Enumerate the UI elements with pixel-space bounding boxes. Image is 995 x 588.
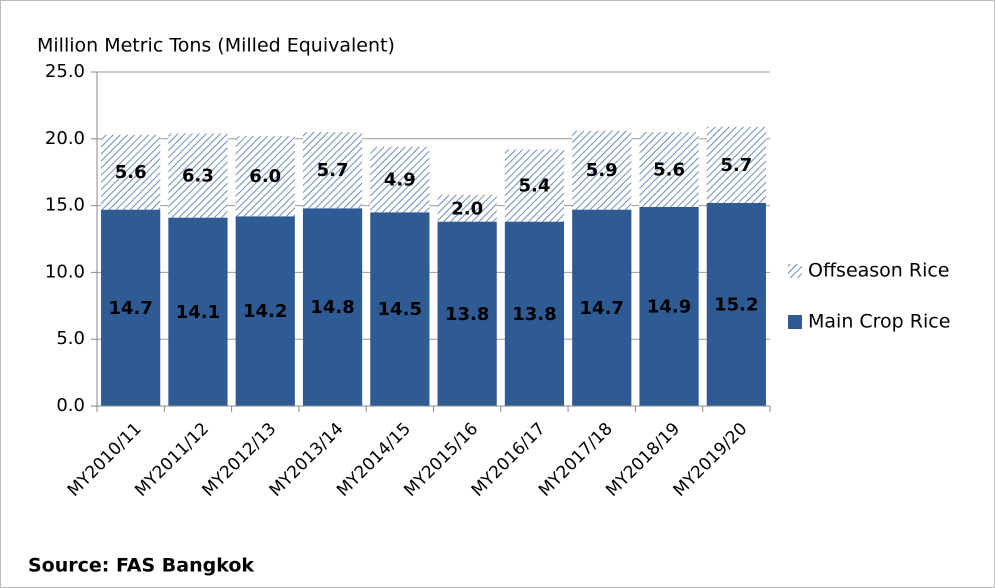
bar-segment bbox=[437, 221, 497, 406]
bar-segment bbox=[101, 209, 161, 406]
bar-segment bbox=[370, 212, 430, 406]
y-tick-label: 5.0 bbox=[56, 328, 85, 349]
bar-segment bbox=[572, 209, 632, 406]
data-label: 5.7 bbox=[317, 160, 349, 181]
legend-swatch bbox=[788, 315, 802, 329]
data-label: 4.9 bbox=[384, 170, 416, 191]
bar-segment bbox=[168, 133, 228, 218]
bar-segment bbox=[706, 126, 766, 203]
y-tick-label: 10.0 bbox=[45, 261, 85, 282]
bar-segment bbox=[639, 132, 699, 207]
bar-segment bbox=[235, 136, 295, 217]
bar-segment bbox=[504, 149, 565, 222]
legend-label: Offseason Rice bbox=[808, 260, 950, 282]
y-tick-label: 15.0 bbox=[45, 195, 85, 216]
data-label: 2.0 bbox=[451, 198, 483, 219]
data-label: 13.8 bbox=[512, 304, 556, 325]
y-tick-label: 25.0 bbox=[45, 61, 85, 82]
bar-segment bbox=[101, 134, 161, 210]
data-label: 5.6 bbox=[653, 160, 685, 181]
bar-segment bbox=[168, 217, 228, 406]
data-label: 13.8 bbox=[445, 304, 489, 325]
data-label: 14.7 bbox=[108, 298, 152, 319]
data-label: 5.9 bbox=[586, 160, 618, 181]
data-label: 14.7 bbox=[580, 298, 624, 319]
bar-segment bbox=[302, 132, 363, 209]
data-label: 14.9 bbox=[647, 296, 691, 317]
data-label: 6.3 bbox=[182, 166, 214, 187]
y-tick-label: 20.0 bbox=[45, 128, 85, 149]
bar-segment bbox=[572, 130, 632, 210]
data-label: 5.6 bbox=[115, 162, 147, 183]
y-tick-label: 0.0 bbox=[56, 395, 85, 416]
bar-segment bbox=[706, 202, 766, 406]
bar-segment bbox=[639, 206, 699, 406]
axis-title: Million Metric Tons (Milled Equivalent) bbox=[37, 35, 395, 57]
data-label: 14.2 bbox=[243, 301, 287, 322]
data-label: 5.7 bbox=[720, 155, 752, 176]
legend-swatch bbox=[788, 264, 802, 278]
data-label: 14.1 bbox=[176, 302, 220, 323]
source: Source: FAS Bangkok bbox=[28, 555, 254, 577]
bar-segment bbox=[437, 194, 497, 222]
data-label: 14.8 bbox=[310, 297, 354, 318]
bar-segment bbox=[504, 221, 565, 406]
data-label: 6.0 bbox=[249, 166, 281, 187]
legend-label: Main Crop Rice bbox=[808, 311, 950, 333]
bar-segment bbox=[370, 146, 430, 213]
data-label: 5.4 bbox=[519, 176, 551, 197]
data-label: 15.2 bbox=[714, 294, 758, 315]
bar-segment bbox=[302, 208, 363, 406]
data-label: 14.5 bbox=[378, 299, 422, 320]
bar-segment bbox=[235, 216, 295, 406]
